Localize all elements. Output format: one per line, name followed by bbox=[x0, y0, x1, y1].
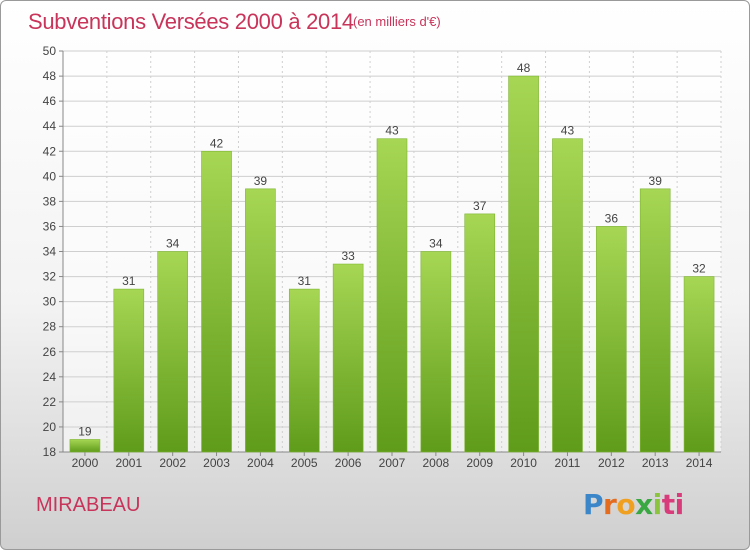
y-tick-label: 44 bbox=[43, 119, 57, 133]
x-tick-label: 2003 bbox=[203, 456, 230, 470]
y-tick-label: 26 bbox=[43, 345, 57, 359]
x-tick-label: 2008 bbox=[423, 456, 450, 470]
value-label: 34 bbox=[166, 237, 180, 251]
value-label: 31 bbox=[122, 274, 136, 288]
logo-letter: i bbox=[652, 488, 663, 521]
bar-2005 bbox=[288, 288, 320, 453]
y-tick-label: 20 bbox=[43, 420, 57, 434]
value-label: 34 bbox=[429, 237, 443, 251]
y-tick-label: 18 bbox=[43, 445, 57, 459]
value-labels: 19 31 34 42 39 31 33 43 34 37 48 43 36 39 32 bbox=[78, 61, 706, 438]
logo-letter: P bbox=[583, 488, 604, 521]
y-tick-label: 28 bbox=[43, 320, 57, 334]
x-tick-label: 2012 bbox=[598, 456, 625, 470]
y-tick-label: 34 bbox=[43, 245, 57, 259]
bar-2008 bbox=[420, 251, 452, 453]
chart-title: Subventions Versées 2000 à 2014 bbox=[28, 9, 354, 34]
bars bbox=[69, 75, 715, 453]
x-tick-label: 2011 bbox=[555, 456, 581, 470]
value-label: 43 bbox=[561, 124, 575, 138]
y-tick-label: 48 bbox=[43, 69, 57, 83]
value-label: 19 bbox=[78, 424, 92, 438]
value-label: 33 bbox=[341, 249, 355, 263]
bar-2013 bbox=[639, 188, 671, 453]
bar-2011 bbox=[552, 138, 583, 453]
bar-2014 bbox=[683, 276, 715, 453]
y-tick-label: 32 bbox=[43, 270, 57, 284]
bar-2009 bbox=[464, 213, 496, 453]
bar-2010 bbox=[508, 75, 539, 453]
value-label: 43 bbox=[385, 124, 399, 138]
value-label: 39 bbox=[649, 174, 663, 188]
value-label: 37 bbox=[473, 199, 487, 213]
logo-letter: o bbox=[616, 488, 636, 521]
bar-2000 bbox=[69, 439, 101, 453]
x-tick-label: 2006 bbox=[335, 456, 362, 470]
x-tick-label: 2014 bbox=[686, 456, 713, 470]
y-tick-label: 24 bbox=[43, 370, 57, 384]
x-tick-label: 2013 bbox=[642, 456, 669, 470]
x-tick-label: 2001 bbox=[115, 456, 142, 470]
y-tick-label: 30 bbox=[43, 295, 57, 309]
x-tick-label: 2002 bbox=[159, 456, 186, 470]
value-label: 36 bbox=[605, 211, 619, 225]
y-tick-label: 38 bbox=[43, 194, 57, 208]
proxiti-logo: Proxiti bbox=[583, 488, 684, 521]
value-label: 39 bbox=[254, 174, 268, 188]
y-tick-label: 46 bbox=[43, 94, 57, 108]
logo-letter: x bbox=[635, 488, 653, 521]
axes: 18 20 22 24 26 28 30 32 34 36 38 40 42 44 46 48 50 2000 20… bbox=[43, 44, 721, 470]
logo-letter: ti bbox=[661, 488, 684, 521]
x-tick-label: 2007 bbox=[379, 456, 406, 470]
chart-unit: (en milliers d'€) bbox=[353, 14, 441, 29]
value-label: 31 bbox=[298, 274, 312, 288]
x-tick-label: 2009 bbox=[466, 456, 493, 470]
bar-2004 bbox=[245, 188, 276, 453]
place-name: MIRABEAU bbox=[36, 494, 141, 516]
y-tick-label: 36 bbox=[43, 219, 57, 233]
value-label: 48 bbox=[517, 61, 531, 75]
bar-2003 bbox=[201, 150, 232, 453]
y-tick-label: 50 bbox=[43, 44, 57, 58]
y-tick-label: 42 bbox=[43, 144, 57, 158]
bar-2002 bbox=[157, 251, 188, 453]
bar-2007 bbox=[376, 138, 408, 453]
logo-letter: r bbox=[603, 488, 617, 521]
x-tick-label: 2004 bbox=[247, 456, 274, 470]
y-tick-label: 40 bbox=[43, 169, 57, 183]
y-tick-label: 22 bbox=[43, 395, 57, 409]
bar-2012 bbox=[596, 226, 627, 453]
bar-2006 bbox=[332, 263, 364, 453]
value-label: 42 bbox=[210, 136, 224, 150]
x-tick-label: 2010 bbox=[510, 456, 537, 470]
value-label: 32 bbox=[692, 262, 706, 276]
x-tick-label: 2000 bbox=[72, 456, 99, 470]
bar-2001 bbox=[113, 288, 145, 453]
x-tick-label: 2005 bbox=[291, 456, 318, 470]
